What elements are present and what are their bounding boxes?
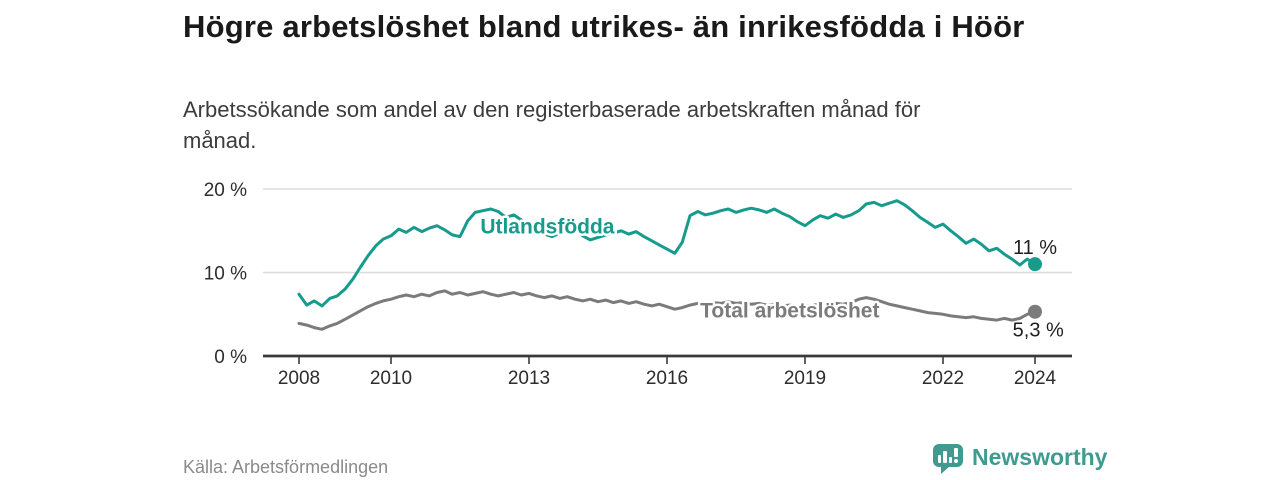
- newsworthy-brand-text: Newsworthy: [972, 444, 1108, 470]
- end-value-label: 5,3 %: [1013, 319, 1064, 341]
- x-tick-label: 2010: [370, 368, 412, 389]
- series-end-dot: [1028, 257, 1042, 272]
- x-tick-label: 2022: [922, 368, 964, 389]
- series-line-total-arbetsl-shet: [297, 289, 1037, 331]
- x-tick-label: 2016: [646, 368, 688, 389]
- logo-bar-icon: [948, 457, 952, 463]
- y-tick-label: 10 %: [204, 264, 247, 285]
- source-note: Källa: Arbetsförmedlingen: [183, 457, 389, 477]
- logo-bar-icon: [938, 455, 942, 463]
- newsworthy-logo-icon: [933, 444, 963, 474]
- x-tick-label: 2013: [508, 368, 550, 389]
- series-label: Total arbetslöshet: [700, 299, 879, 322]
- x-tick-label: 2008: [278, 368, 320, 389]
- logo-bar-icon: [943, 451, 947, 463]
- x-tick-label: 2019: [784, 368, 826, 389]
- end-value-label: 11 %: [1013, 237, 1057, 259]
- series-line-utlandsf-dda: [297, 199, 1037, 308]
- chart-subtitle: Arbetssökande som andel av den registerb…: [183, 97, 921, 153]
- logo-exclamation-icon: [953, 448, 958, 463]
- x-tick-label: 2024: [1014, 368, 1057, 389]
- series-label: Utlandsfödda: [480, 216, 614, 239]
- y-tick-label: 0 %: [214, 347, 247, 368]
- y-tick-label: 20 %: [204, 180, 247, 201]
- newsworthy-logo: Newsworthy: [933, 444, 1108, 474]
- chart-title: Högre arbetslöshet bland utrikes- än inr…: [183, 9, 1025, 44]
- series-end-dot: [1028, 304, 1042, 319]
